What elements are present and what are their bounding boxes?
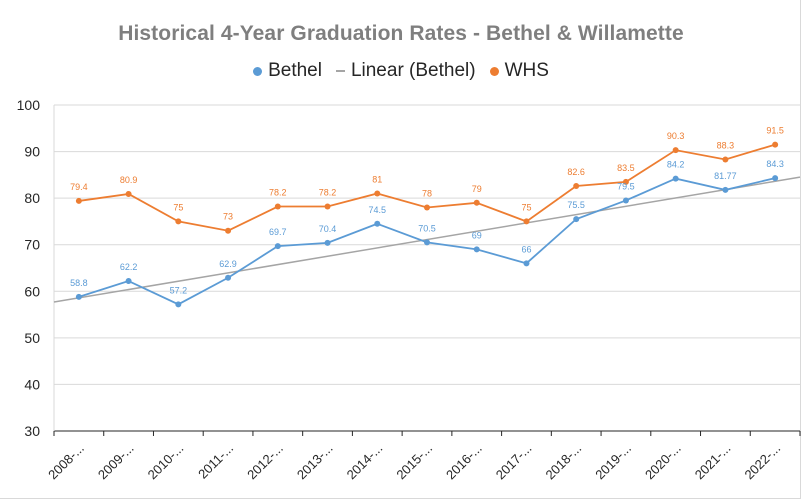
x-tick-label: 2010-...	[145, 441, 187, 483]
y-tick-label-30: 30	[24, 423, 40, 439]
data-label-bethel: 81.77	[714, 171, 737, 181]
x-tick-label: 2013-...	[294, 441, 336, 483]
point-bethel	[523, 260, 530, 267]
point-whs	[523, 218, 530, 225]
point-whs	[324, 203, 331, 210]
y-tick-label-50: 50	[24, 330, 40, 346]
legend-label-whs: WHS	[504, 60, 549, 81]
point-bethel	[324, 239, 331, 246]
point-whs	[672, 147, 679, 154]
point-bethel	[125, 278, 132, 285]
y-tick-label-60: 60	[24, 283, 40, 299]
point-bethel	[225, 274, 232, 281]
y-tick-label-90: 90	[24, 144, 40, 160]
data-label-whs: 91.5	[766, 126, 784, 136]
x-tick-label: 2012-...	[244, 441, 286, 483]
data-label-bethel: 70.5	[418, 223, 436, 233]
data-label-bethel: 79.5	[617, 181, 635, 191]
data-label-bethel: 58.8	[70, 278, 88, 288]
x-tick-label: 2011-...	[195, 441, 236, 482]
point-bethel	[672, 175, 679, 182]
series-layer	[75, 141, 779, 308]
point-whs	[622, 178, 629, 185]
point-bethel	[274, 243, 281, 250]
y-tick-label-100: 100	[17, 97, 41, 113]
point-whs	[225, 227, 232, 234]
data-label-whs: 78.2	[319, 188, 337, 198]
x-tick-label: 2016-...	[443, 441, 485, 483]
point-whs	[473, 199, 480, 206]
data-label-whs: 79.4	[70, 182, 88, 192]
point-bethel	[424, 239, 430, 246]
data-label-whs: 75	[521, 202, 531, 212]
chart-title: Historical 4-Year Graduation Rates - Bet…	[118, 22, 684, 45]
point-bethel	[374, 220, 381, 227]
data-label-whs: 78	[422, 188, 432, 198]
point-bethel	[175, 301, 182, 308]
legend-marker-whs	[489, 66, 499, 76]
data-label-whs: 75	[173, 202, 183, 212]
legend-label-trendline: Linear (Bethel)	[350, 60, 476, 81]
point-whs	[75, 197, 82, 204]
data-label-bethel: 74.5	[369, 205, 387, 215]
x-tick-label: 2018-...	[543, 441, 585, 483]
x-tick-label: 2014-...	[344, 441, 386, 483]
legend-entry-whs: WHS	[489, 60, 549, 82]
x-tick-label: 2021-...	[692, 441, 734, 483]
point-whs	[274, 203, 281, 210]
legend: Bethel Linear (Bethel) WHS	[0, 60, 802, 82]
point-whs	[573, 183, 580, 190]
data-label-bethel: 75.5	[567, 200, 585, 210]
data-label-whs: 90.3	[667, 131, 685, 141]
data-label-whs: 83.5	[617, 163, 635, 173]
data-label-bethel: 69.7	[269, 227, 287, 237]
point-whs	[374, 190, 381, 197]
data-label-bethel: 62.2	[120, 262, 138, 272]
x-tick-label: 2017-...	[493, 441, 535, 483]
legend-label-bethel: Bethel	[268, 60, 322, 81]
point-whs	[772, 141, 779, 148]
point-whs	[175, 218, 182, 225]
data-label-bethel: 84.2	[667, 160, 685, 170]
point-whs	[125, 190, 132, 197]
data-label-bethel: 57.2	[170, 285, 188, 295]
data-label-bethel: 66	[521, 244, 531, 254]
x-tick-label: 2008-...	[45, 441, 87, 483]
y-tick-label-40: 40	[24, 376, 40, 392]
legend-marker-trendline	[335, 70, 345, 72]
data-label-whs: 73	[223, 212, 233, 222]
legend-entry-bethel: Bethel	[253, 60, 322, 82]
point-bethel	[473, 246, 480, 253]
point-whs	[424, 204, 430, 211]
x-tick-label: 2022-...	[741, 441, 783, 483]
point-bethel	[772, 175, 779, 182]
point-bethel	[722, 186, 729, 193]
data-label-whs: 82.6	[567, 167, 585, 177]
point-whs	[722, 156, 729, 163]
x-tick-label: 2009-...	[95, 441, 137, 483]
legend-marker-bethel	[253, 66, 263, 76]
x-tick-label: 2020-...	[642, 441, 684, 483]
point-bethel	[573, 216, 580, 223]
data-labels: 58.8 62.2 57.2 62.9 69.7 70.4 74.5 70.5 69 66 75.5…	[70, 126, 784, 296]
y-tick-label-70: 70	[24, 237, 40, 253]
x-tick-label: 2015-...	[393, 441, 435, 483]
y-tick-label-80: 80	[24, 190, 40, 206]
data-label-whs: 81	[372, 174, 382, 184]
point-bethel	[75, 293, 82, 300]
data-label-bethel: 70.4	[319, 224, 337, 234]
axes: 30 40 50 60 70 80 90 100 2008-... 2009-... 2010-..…	[17, 97, 801, 483]
point-bethel	[622, 197, 629, 204]
legend-entry-trendline: Linear (Bethel)	[335, 60, 476, 82]
data-label-whs: 80.9	[120, 175, 138, 185]
x-tick-label: 2019-...	[592, 441, 634, 483]
data-label-whs: 79	[472, 184, 482, 194]
data-label-whs: 78.2	[269, 188, 287, 198]
data-label-bethel: 69	[472, 230, 482, 240]
data-label-bethel: 84.3	[766, 159, 784, 169]
data-label-whs: 88.3	[717, 140, 735, 150]
data-label-bethel: 62.9	[219, 259, 237, 269]
